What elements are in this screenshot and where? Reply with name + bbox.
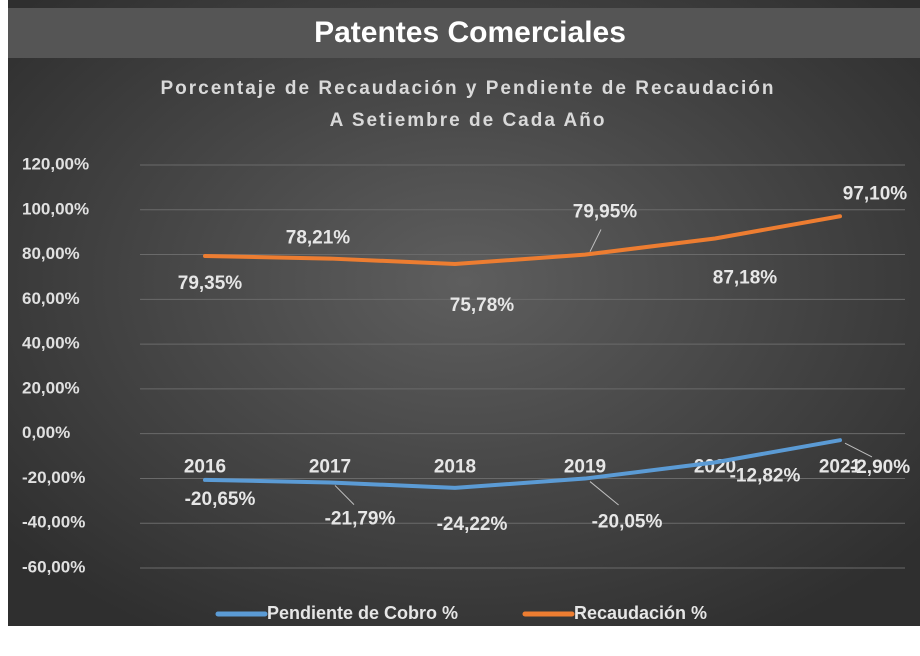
y-tick-label: -40,00% [22, 513, 85, 532]
y-tick-label: 40,00% [22, 334, 80, 353]
y-tick-label: -20,00% [22, 468, 85, 487]
data-label: -21,79% [325, 508, 396, 529]
chart-subtitle: Porcentaje de Recaudación y Pendiente de… [160, 78, 775, 99]
y-tick-label: 20,00% [22, 378, 80, 397]
title-band [8, 8, 920, 58]
series-line [203, 214, 842, 267]
data-label: -20,05% [592, 512, 663, 533]
y-tick-label: 0,00% [22, 423, 70, 442]
data-label: -2,90% [850, 457, 910, 478]
y-tick-label: 80,00% [22, 244, 80, 263]
chart-title: Patentes Comerciales [314, 16, 626, 49]
data-label: -20,65% [185, 489, 256, 510]
x-tick-label: 2021 [819, 457, 862, 478]
y-tick-label: -60,00% [22, 557, 85, 576]
y-tick-label: 120,00% [22, 154, 89, 173]
series-line [203, 438, 842, 490]
data-label: 97,10% [843, 183, 908, 204]
data-label: -12,82% [730, 465, 801, 486]
x-tick-label: 2018 [434, 457, 476, 478]
legend-label: Recaudación % [574, 603, 707, 623]
chart-subtitle: A Setiembre de Cada Año [330, 110, 607, 131]
chart-background [8, 0, 920, 626]
leader-line [844, 442, 873, 458]
data-label: -24,22% [437, 514, 508, 535]
data-label: 79,95% [573, 202, 638, 223]
x-tick-label: 2019 [564, 457, 606, 478]
data-label: 79,35% [178, 273, 243, 294]
leader-line [589, 481, 619, 506]
leader-line [334, 485, 355, 506]
data-label: 78,21% [286, 228, 351, 249]
data-label: 87,18% [713, 267, 778, 288]
x-tick-label: 2017 [309, 457, 351, 478]
legend-label: Pendiente de Cobro % [267, 603, 458, 623]
x-tick-label: 2016 [184, 457, 226, 478]
leader-line [589, 229, 602, 252]
data-label: 75,78% [450, 295, 515, 316]
y-tick-label: 100,00% [22, 199, 89, 218]
y-tick-label: 60,00% [22, 289, 80, 308]
